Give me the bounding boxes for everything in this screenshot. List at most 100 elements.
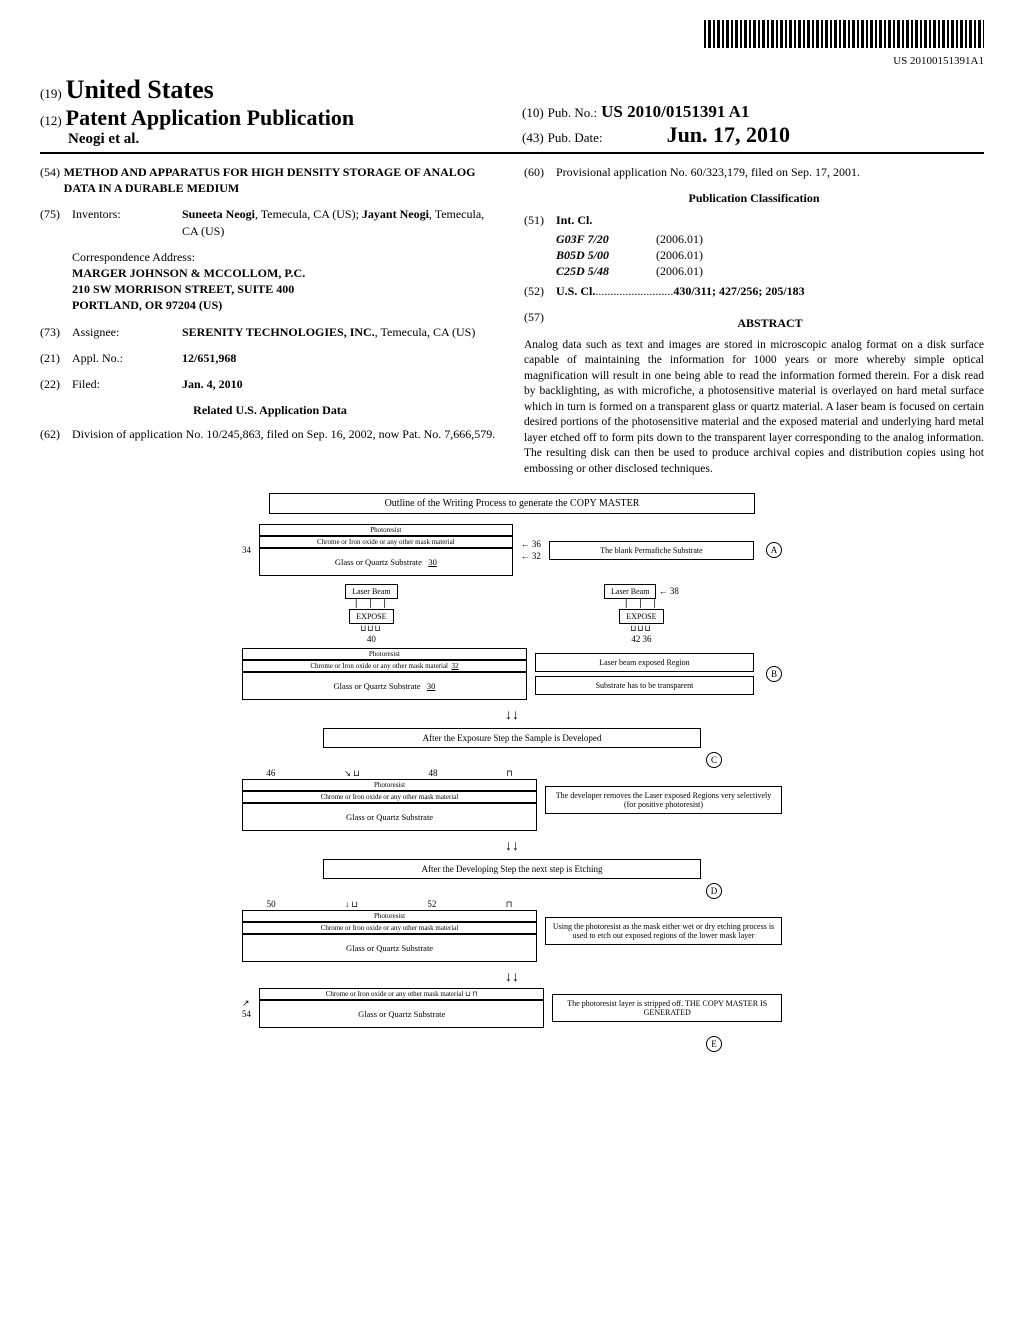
callout-30b: 30	[427, 681, 436, 691]
us-cl-value: 430/311; 427/256; 205/183	[673, 283, 804, 299]
related-heading: Related U.S. Application Data	[40, 402, 500, 418]
us-cl-code: (52)	[524, 283, 556, 299]
callout-38: ← 38	[659, 586, 679, 596]
callout-40: 40	[367, 634, 376, 644]
abstract-heading: ABSTRACT	[556, 315, 984, 331]
int-cl-item: G03F 7/20 (2006.01)	[556, 231, 984, 247]
patent-header: (19) United States (12) Patent Applicati…	[40, 75, 984, 154]
badge-b: B	[766, 666, 782, 682]
barcode-region: US 20100151391A1	[40, 20, 984, 67]
arrow-down-icon: ↓↓	[242, 970, 782, 986]
figure-stage-b: Photoresist Chrome or Iron oxide or any …	[242, 648, 782, 700]
filed-value: Jan. 4, 2010	[182, 376, 500, 392]
ipc-code: C25D 5/48	[556, 263, 656, 279]
arrow-down-icon: ↓↓	[242, 839, 782, 855]
filed-row: (22) Filed: Jan. 4, 2010	[40, 376, 500, 392]
correspondence-address: Correspondence Address: MARGER JOHNSON &…	[72, 249, 500, 314]
int-cl-label: Int. Cl.	[556, 212, 592, 228]
ipc-year: (2006.01)	[656, 247, 703, 263]
corr-line-3: PORTLAND, OR 97204 (US)	[72, 297, 500, 313]
layer-stack: Chrome or Iron oxide or any other mask m…	[259, 988, 544, 1028]
filed-code: (22)	[40, 376, 72, 392]
barcode-number: US 20100151391A1	[40, 55, 984, 67]
barcode-graphic	[704, 20, 984, 48]
laser-beam-label: Laser Beam	[604, 584, 656, 599]
int-cl-list: G03F 7/20 (2006.01) B05D 5/00 (2006.01) …	[556, 231, 984, 280]
pub-date: Jun. 17, 2010	[667, 122, 790, 147]
pub-type-code: (12)	[40, 113, 62, 128]
corr-line-2: 210 SW MORRISON STREET, SUITE 400	[72, 281, 500, 297]
callout-32: ← 32	[521, 551, 541, 561]
laser-lines-icon: | | |	[604, 599, 679, 609]
callout-30: 30	[428, 557, 437, 567]
figure-stage-a: 34 Photoresist Chrome or Iron oxide or a…	[242, 524, 782, 576]
mask-layer: Chrome or Iron oxide or any other mask m…	[259, 536, 513, 548]
pub-date-label: Pub. Date:	[548, 130, 603, 145]
pub-no-code: (10)	[522, 105, 544, 120]
pub-no-label: Pub. No.:	[548, 105, 597, 120]
int-cl-item: C25D 5/48 (2006.01)	[556, 263, 984, 279]
body-columns: (54) METHOD AND APPARATUS FOR HIGH DENSI…	[40, 164, 984, 477]
ipc-code: G03F 7/20	[556, 231, 656, 247]
photoresist-layer: Photoresist	[242, 648, 527, 660]
abstract-code: (57)	[524, 309, 556, 337]
expose-label: EXPOSE	[619, 609, 663, 624]
mask-layer: Chrome or Iron oxide or any other mask m…	[242, 660, 527, 672]
photoresist-layer: Photoresist	[242, 910, 537, 922]
callout-54: ↗54	[242, 998, 251, 1019]
gap-icon: ↓ ⊔	[345, 899, 358, 910]
abstract-text: Analog data such as text and images are …	[524, 338, 984, 478]
corr-line-1: MARGER JOHNSON & MCCOLLOM, P.C.	[72, 265, 500, 281]
gap-icon: ↘ ⊔	[344, 768, 360, 779]
left-column: (54) METHOD AND APPARATUS FOR HIGH DENSI…	[40, 164, 500, 477]
step-d-box: After the Developing Step the next step …	[323, 859, 701, 879]
layer-stack: 46 ↘ ⊔ 48 ⊓ Photoresist Chrome or Iron o…	[242, 768, 537, 831]
callout-50: 50	[267, 899, 276, 910]
ipc-year: (2006.01)	[656, 231, 703, 247]
mask-layer: Chrome or Iron oxide or any other mask m…	[242, 922, 537, 934]
related-row: (62) Division of application No. 10/245,…	[40, 426, 500, 442]
pub-type: Patent Application Publication	[66, 105, 354, 130]
badge-a: A	[766, 542, 782, 558]
layer-stack: Photoresist Chrome or Iron oxide or any …	[259, 524, 513, 576]
badge-d: D	[706, 883, 722, 899]
classification-heading: Publication Classification	[524, 190, 984, 206]
laser-lines-icon: | | |	[345, 599, 397, 609]
correspondence-label: Correspondence Address:	[72, 249, 500, 265]
substrate-layer: Glass or Quartz Substrate	[242, 803, 537, 831]
figure-area: Outline of the Writing Process to genera…	[40, 493, 984, 1052]
badge-e: E	[706, 1036, 722, 1052]
annotation-c: The developer removes the Laser exposed …	[545, 786, 782, 814]
pub-no: US 2010/0151391 A1	[601, 102, 749, 121]
inventors-value: Suneeta Neogi, Temecula, CA (US); Jayant…	[182, 206, 500, 238]
callout-36: ← 36	[521, 539, 541, 549]
callout-42: 42	[631, 634, 640, 644]
inventors-code: (75)	[40, 206, 72, 238]
substrate-text: Glass or Quartz Substrate	[333, 681, 420, 691]
appl-no-label: Appl. No.:	[72, 350, 182, 366]
substrate-layer: Glass or Quartz Substrate	[242, 934, 537, 962]
expose-marks-icon: ⊔⊔⊔	[604, 624, 679, 634]
abstract-head-row: (57) ABSTRACT	[524, 309, 984, 337]
expose-label: EXPOSE	[349, 609, 393, 624]
appl-no-row: (21) Appl. No.: 12/651,968	[40, 350, 500, 366]
assignee-value: SERENITY TECHNOLOGIES, INC., Temecula, C…	[182, 324, 500, 340]
callout-36b: 36	[642, 634, 651, 644]
title-row: (54) METHOD AND APPARATUS FOR HIGH DENSI…	[40, 164, 500, 196]
laser-expose-row: Laser Beam | | | EXPOSE ⊔⊔⊔ 40 Laser Bea…	[242, 584, 782, 644]
int-cl-code: (51)	[524, 212, 556, 228]
inventors-row: (75) Inventors: Suneeta Neogi, Temecula,…	[40, 206, 500, 238]
figure-diagram: Outline of the Writing Process to genera…	[242, 493, 782, 1052]
callout-48: 48	[428, 768, 437, 779]
provisional-row: (60) Provisional application No. 60/323,…	[524, 164, 984, 180]
provisional-text: Provisional application No. 60/323,179, …	[556, 164, 984, 180]
appl-no-code: (21)	[40, 350, 72, 366]
provisional-code: (60)	[524, 164, 556, 180]
annotation-d: Using the photoresist as the mask either…	[545, 917, 782, 945]
callout-34: 34	[242, 545, 251, 555]
us-cl-dots: ..........................	[595, 283, 673, 299]
figure-stage-d: 50 ↓ ⊔ 52 ⊓ Photoresist Chrome or Iron o…	[242, 899, 782, 962]
step-c-box: After the Exposure Step the Sample is De…	[323, 728, 701, 748]
assignee-code: (73)	[40, 324, 72, 340]
appl-no-value: 12/651,968	[182, 350, 500, 366]
